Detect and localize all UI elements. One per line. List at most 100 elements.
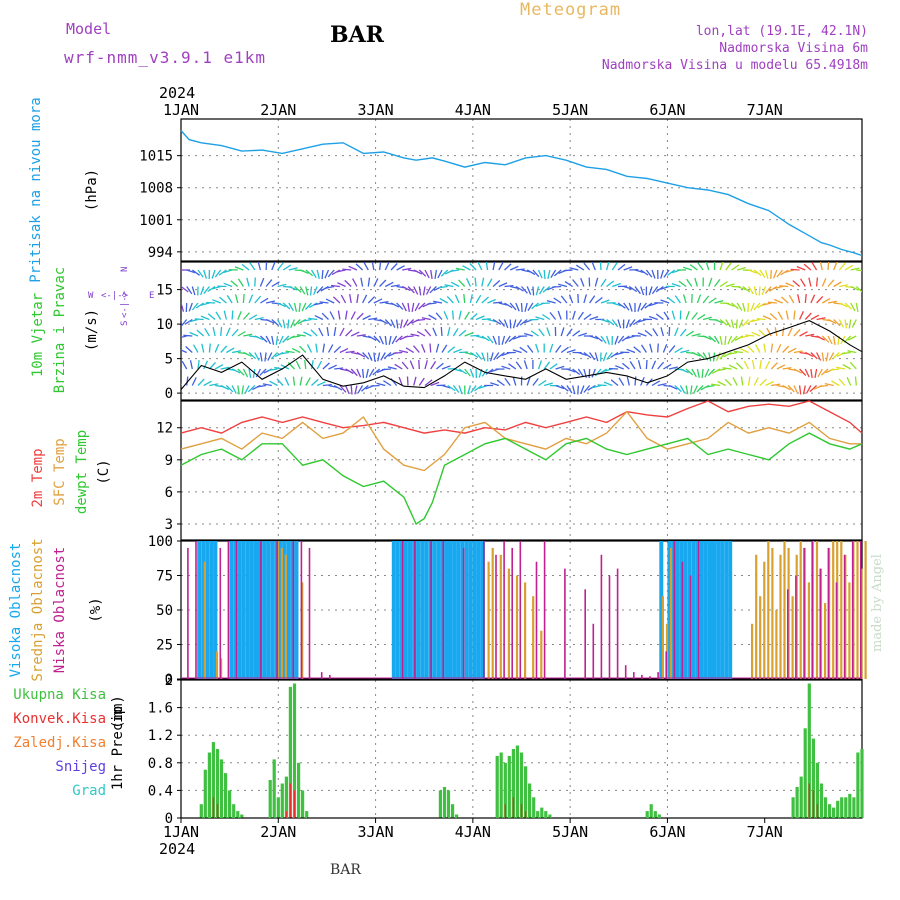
- cloud-bar: [452, 541, 457, 679]
- wind-arrow: [765, 380, 774, 387]
- wind-arrow: [282, 319, 286, 329]
- cloud-bar: [811, 541, 813, 679]
- wind-arrow: [773, 285, 783, 290]
- wind-arrow: [685, 368, 694, 376]
- wind-arrow: [247, 385, 256, 393]
- wind-arrow: [331, 269, 341, 276]
- cloud-bar: [681, 561, 684, 679]
- y-tick-label: 1015: [139, 149, 173, 165]
- wind-arrow: [577, 311, 584, 320]
- temp2m-line: [180, 400, 863, 434]
- wind-arrow: [606, 352, 613, 361]
- wind-arrow: [212, 327, 216, 337]
- wind-arrow: [248, 368, 252, 379]
- wind-arrow: [212, 299, 221, 304]
- precip-bar: [219, 759, 224, 818]
- wind-arrow: [439, 298, 449, 304]
- wind-arrow: [195, 302, 205, 309]
- wind-arrow: [825, 352, 829, 362]
- y-tick-label: 15: [156, 283, 173, 299]
- wind-arrow: [550, 269, 557, 279]
- wind-arrow: [487, 298, 496, 304]
- wind-arrow: [207, 285, 216, 293]
- wind-arrow: [610, 379, 619, 386]
- precip-bar: [799, 776, 803, 818]
- precip-bar: [268, 780, 272, 818]
- wind-arrow: [333, 384, 343, 391]
- wind-arrow: [776, 344, 782, 353]
- wind-arrow: [577, 368, 584, 377]
- wind-arrow: [350, 385, 353, 395]
- compass-e: E: [149, 291, 154, 301]
- wind-arrow: [299, 376, 303, 386]
- wind-arrow: [587, 384, 596, 391]
- wind-arrow: [645, 359, 648, 370]
- wind-arrow: [466, 278, 471, 287]
- cloud-bar: [824, 603, 827, 679]
- cloud-bar: [856, 541, 859, 679]
- wind-arrow: [186, 286, 193, 295]
- wind-arrow: [734, 335, 744, 342]
- wind-arrow: [244, 385, 250, 394]
- wind-arrow: [339, 348, 349, 354]
- wind-arrow: [540, 302, 550, 305]
- wind-arrow: [805, 333, 815, 337]
- cloud-bar: [249, 541, 254, 679]
- wind-arrow: [542, 313, 551, 321]
- wind-arrow: [766, 327, 772, 337]
- wind-arrow: [464, 311, 470, 320]
- cloud-ylabel-mid: Srednja Oblacnost: [30, 538, 46, 681]
- precip-bar: [515, 745, 519, 818]
- wind-arrow: [811, 262, 818, 271]
- cloud-bar: [499, 554, 502, 679]
- wind-arrow: [418, 269, 427, 277]
- wind-arrow: [597, 384, 607, 387]
- wind-arrow: [185, 346, 193, 353]
- cloud-bar: [728, 541, 733, 679]
- cloud-bar: [716, 541, 721, 679]
- wind-arrow: [254, 352, 260, 361]
- cloud-bar: [416, 541, 421, 679]
- cloud-bar: [420, 541, 425, 679]
- precip-bar: [832, 807, 836, 818]
- wind-arrow: [181, 335, 187, 339]
- precip-bar: [815, 762, 819, 818]
- wind-arrow: [493, 301, 503, 304]
- wind-arrow: [810, 294, 816, 304]
- wind-arrow: [704, 368, 710, 378]
- wind-arrow: [626, 348, 636, 354]
- wind-arrow: [399, 349, 409, 354]
- wind-arrow: [292, 376, 296, 386]
- wind-arrow: [288, 302, 294, 312]
- wind-arrow: [751, 359, 755, 370]
- wind-arrow: [282, 264, 292, 271]
- cloud-bar: [657, 672, 659, 679]
- wind-arrow: [809, 385, 818, 393]
- precip-legend-item: Zaledj.Kisa: [13, 735, 106, 751]
- wind-arrow: [181, 351, 182, 353]
- wind-arrow: [246, 277, 250, 287]
- wind-arrow: [580, 385, 585, 395]
- wind-arrow: [603, 368, 613, 372]
- y-tick-label: 2: [165, 673, 173, 689]
- wind-arrow: [849, 361, 857, 370]
- wind-arrow: [736, 302, 743, 311]
- wind-arrow: [339, 327, 345, 337]
- wind-arrow: [817, 368, 823, 378]
- wind-arrow: [603, 381, 613, 387]
- wind-arrow: [781, 296, 789, 304]
- wind-arrow: [512, 349, 522, 354]
- cloud-bar: [687, 541, 692, 679]
- panel-frame-pressure: [180, 118, 863, 262]
- cloud-bar: [476, 541, 481, 679]
- wind-arrow: [730, 335, 738, 344]
- precip-bar: [285, 811, 288, 818]
- wind-arrow: [764, 269, 769, 279]
- wind-arrow: [728, 351, 738, 355]
- wind-arrow: [833, 262, 838, 271]
- wind-arrow: [291, 347, 301, 354]
- wind-arrow: [594, 352, 599, 362]
- wind-arrow: [671, 282, 681, 288]
- wind-arrow: [379, 300, 389, 304]
- wind-arrow: [327, 269, 335, 278]
